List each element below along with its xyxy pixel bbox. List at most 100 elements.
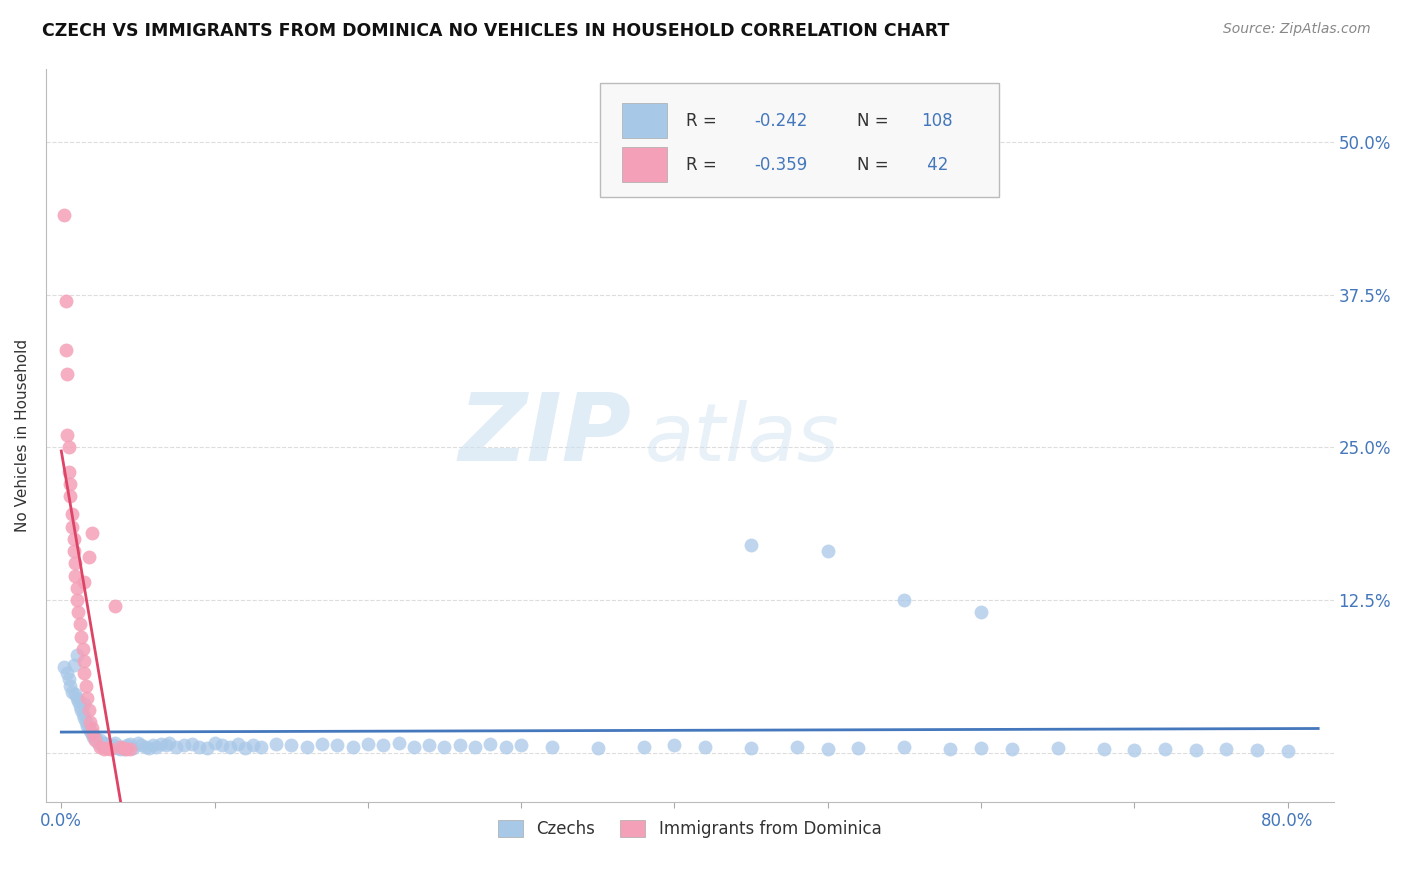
Point xyxy=(1001,742,1024,756)
Text: 108: 108 xyxy=(921,112,953,129)
Point xyxy=(72,641,94,656)
Point xyxy=(105,739,128,754)
Point xyxy=(62,544,84,558)
Point xyxy=(970,740,993,755)
Point xyxy=(84,733,107,747)
Point xyxy=(817,544,839,558)
Point xyxy=(53,208,76,222)
FancyBboxPatch shape xyxy=(621,147,666,182)
Point xyxy=(93,742,115,756)
Point xyxy=(58,673,80,687)
Point xyxy=(115,739,138,753)
Point xyxy=(173,739,195,753)
Point xyxy=(1215,742,1237,756)
Point xyxy=(66,593,89,607)
Point xyxy=(249,739,271,754)
Point xyxy=(66,581,89,595)
Point xyxy=(142,739,165,753)
Text: 42: 42 xyxy=(921,155,948,174)
Point xyxy=(70,703,93,717)
Point xyxy=(59,477,82,491)
Point xyxy=(402,739,425,754)
Point xyxy=(311,737,333,751)
Point xyxy=(107,740,129,755)
Point xyxy=(342,739,364,754)
Point xyxy=(62,532,84,546)
Point xyxy=(59,489,82,503)
Point xyxy=(80,525,103,540)
Point xyxy=(264,737,287,751)
Text: Source: ZipAtlas.com: Source: ZipAtlas.com xyxy=(1223,22,1371,37)
Point xyxy=(80,721,103,735)
Point xyxy=(846,740,869,755)
Point xyxy=(540,739,562,754)
Point xyxy=(70,630,93,644)
Point xyxy=(55,343,77,357)
Point xyxy=(817,742,839,756)
Point xyxy=(94,739,117,754)
Point xyxy=(96,740,118,755)
Point xyxy=(98,739,121,754)
Point xyxy=(893,739,915,754)
Point xyxy=(79,723,101,738)
Point xyxy=(89,739,111,754)
Point xyxy=(73,654,96,668)
Text: -0.242: -0.242 xyxy=(754,112,807,129)
Text: R =: R = xyxy=(686,155,721,174)
Point xyxy=(77,703,100,717)
Point xyxy=(433,739,456,754)
Point xyxy=(84,731,107,745)
Point xyxy=(1277,744,1299,758)
Point xyxy=(76,690,98,705)
Point xyxy=(97,739,120,753)
Text: ZIP: ZIP xyxy=(458,389,631,481)
Point xyxy=(90,737,112,751)
Point xyxy=(82,730,104,744)
Point xyxy=(73,711,96,725)
Point xyxy=(69,699,91,714)
Point xyxy=(86,733,108,747)
Point xyxy=(1123,743,1146,757)
Point xyxy=(98,742,121,756)
Point xyxy=(63,568,86,582)
Point xyxy=(55,293,77,308)
Point xyxy=(219,739,242,754)
Point xyxy=(69,617,91,632)
Text: atlas: atlas xyxy=(645,400,839,478)
Point xyxy=(135,739,157,754)
Point xyxy=(58,465,80,479)
Point xyxy=(73,697,96,711)
Point xyxy=(108,742,131,756)
Point xyxy=(510,739,533,753)
Point xyxy=(111,740,134,755)
Point xyxy=(77,721,100,735)
Text: CZECH VS IMMIGRANTS FROM DOMINICA NO VEHICLES IN HOUSEHOLD CORRELATION CHART: CZECH VS IMMIGRANTS FROM DOMINICA NO VEH… xyxy=(42,22,949,40)
Point xyxy=(127,736,149,750)
FancyBboxPatch shape xyxy=(599,83,998,197)
Point xyxy=(112,742,135,756)
FancyBboxPatch shape xyxy=(621,103,666,138)
Point xyxy=(893,593,915,607)
Point xyxy=(75,715,97,730)
Point xyxy=(188,739,211,754)
Point xyxy=(58,440,80,454)
Point xyxy=(664,739,686,753)
Point xyxy=(155,739,177,753)
Point xyxy=(60,519,83,533)
Point xyxy=(114,739,136,754)
Point xyxy=(786,739,808,754)
Point xyxy=(1154,742,1177,756)
Point xyxy=(479,737,502,751)
Point xyxy=(939,742,962,756)
Point xyxy=(120,737,142,751)
Point xyxy=(464,739,486,754)
Text: N =: N = xyxy=(858,112,894,129)
Point xyxy=(91,739,114,753)
Point xyxy=(66,690,89,705)
Point xyxy=(56,666,79,681)
Legend: Czechs, Immigrants from Dominica: Czechs, Immigrants from Dominica xyxy=(492,813,889,845)
Point xyxy=(1046,740,1069,755)
Point xyxy=(73,666,96,681)
Point xyxy=(633,739,655,754)
Point xyxy=(56,367,79,381)
